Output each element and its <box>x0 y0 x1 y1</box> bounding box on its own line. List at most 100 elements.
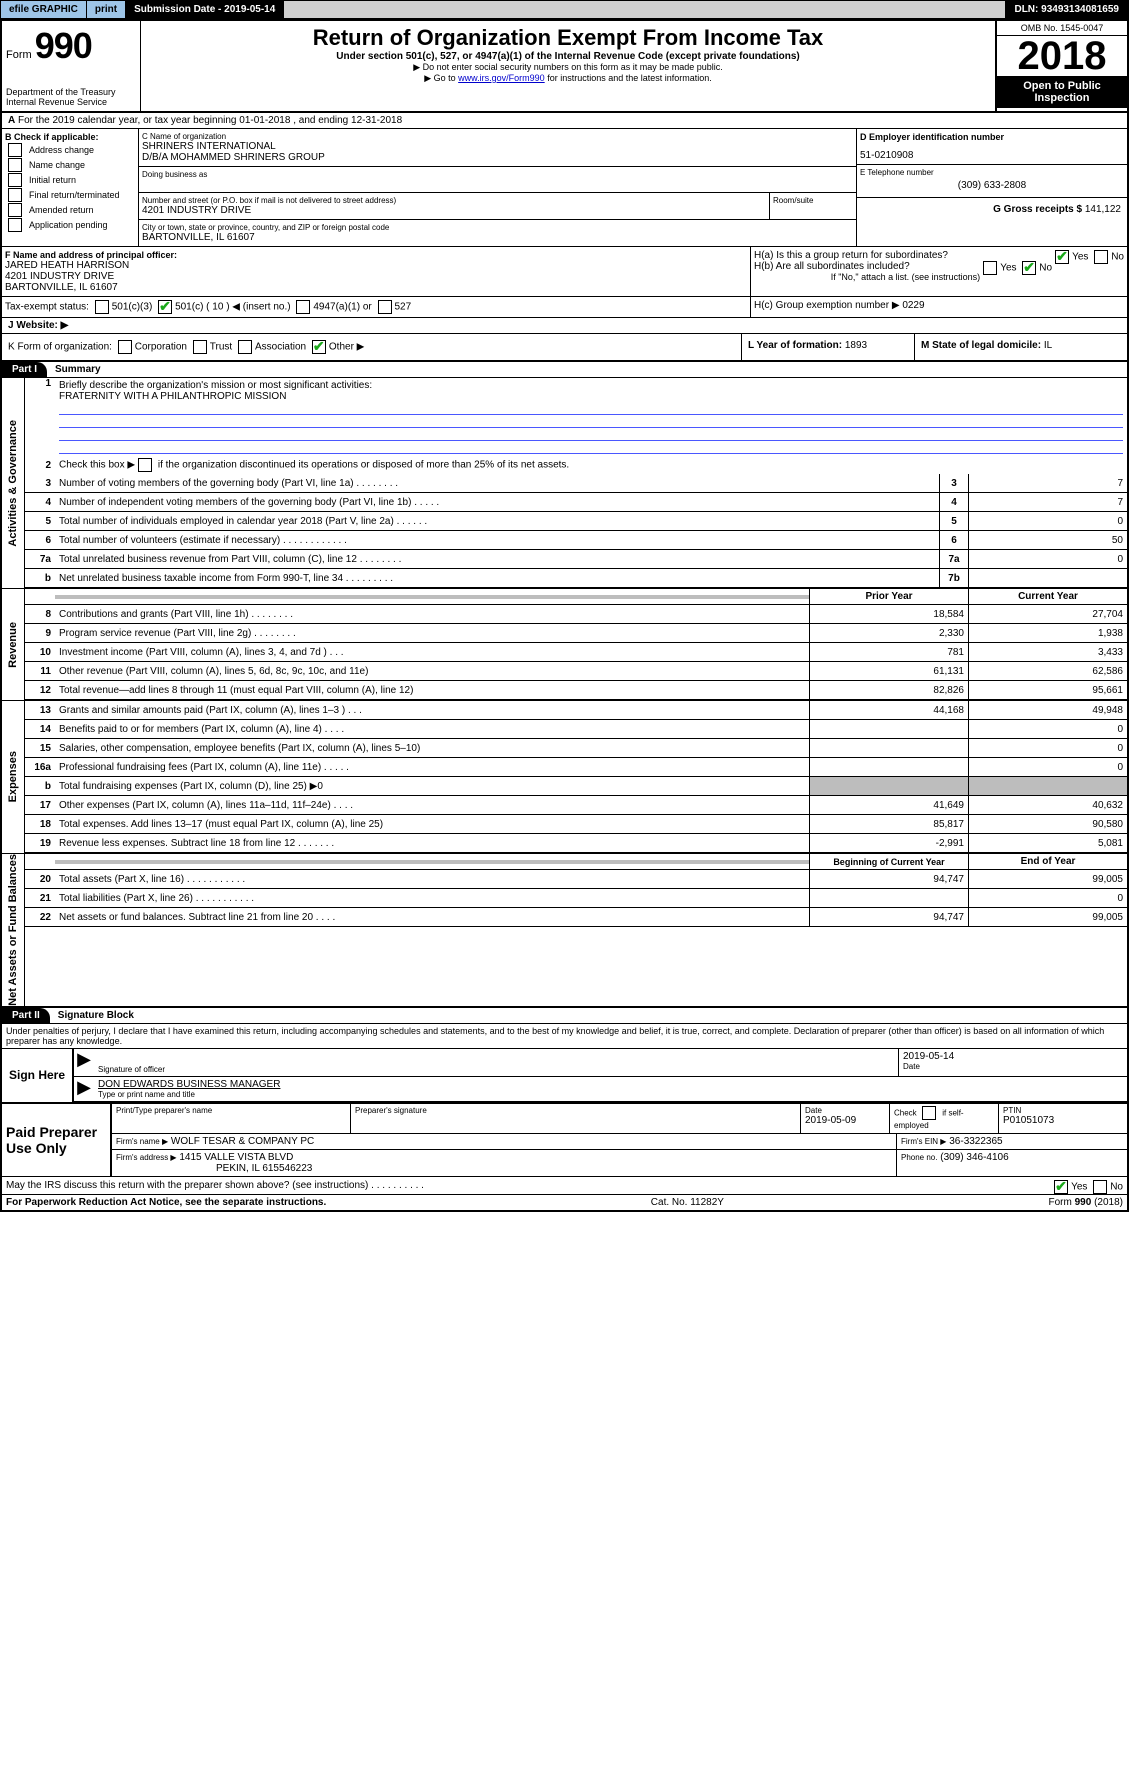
addr-lbl: Number and street (or P.O. box if mail i… <box>142 196 766 205</box>
hdr-current: Current Year <box>968 589 1127 604</box>
open-public: Open to Public Inspection <box>997 76 1127 108</box>
foot-left: For Paperwork Reduction Act Notice, see … <box>6 1197 326 1208</box>
row-a-period: A For the 2019 calendar year, or tax yea… <box>2 113 1127 129</box>
efile-link[interactable]: efile GRAPHIC <box>1 1 87 18</box>
ein-val: 51-0210908 <box>860 150 1124 161</box>
sign-arrow2: ▶ <box>74 1077 94 1101</box>
cb-selfemp[interactable] <box>922 1106 936 1120</box>
cb-501c3[interactable] <box>95 300 109 314</box>
r7a-val: 0 <box>968 550 1127 568</box>
org-name2: D/B/A MOHAMMED SHRINERS GROUP <box>142 152 853 163</box>
city-lbl: City or town, state or province, country… <box>142 223 853 232</box>
firm-ein: 36-3322365 <box>949 1136 1002 1147</box>
officer-addr: 4201 INDUSTRY DRIVE <box>5 271 747 282</box>
declaration: Under penalties of perjury, I declare th… <box>2 1024 1127 1049</box>
block-bcde: B Check if applicable: Address change Na… <box>2 129 1127 247</box>
form-number: Form 990 <box>6 25 136 67</box>
print-link[interactable]: print <box>87 1 126 18</box>
part1-header: Part I Summary <box>2 362 1127 378</box>
hc-row: H(c) Group exemption number ▶ 0229 <box>751 297 1127 317</box>
ptin: P01051073 <box>1003 1115 1123 1126</box>
part1-tab: Part I <box>2 362 47 377</box>
footer: For Paperwork Reduction Act Notice, see … <box>2 1194 1127 1210</box>
g-row: G Gross receipts $ 141,122 <box>857 198 1127 221</box>
form-outer: Form 990 Department of the Treasury Inte… <box>0 19 1129 1212</box>
r5-val: 0 <box>968 512 1127 530</box>
officer-city: BARTONVILLE, IL 61607 <box>5 282 747 293</box>
col-de: D Employer identification number 51-0210… <box>856 129 1127 246</box>
vtab-net: Net Assets or Fund Balances <box>7 854 19 1006</box>
part2-header: Part II Signature Block <box>2 1008 1127 1024</box>
f-lbl: F Name and address of principal officer: <box>5 250 747 260</box>
sign-here: Sign Here <box>2 1049 72 1102</box>
form-sub1: Under section 501(c), 527, or 4947(a)(1)… <box>145 51 991 62</box>
cb-amended[interactable] <box>8 203 22 217</box>
cb-corp[interactable] <box>118 340 132 354</box>
cb-other[interactable] <box>312 340 326 354</box>
row-fh: F Name and address of principal officer:… <box>2 247 1127 297</box>
r1-desc: Briefly describe the organization's miss… <box>59 380 1123 391</box>
cb-final[interactable] <box>8 188 22 202</box>
form-sub3: ▶ Go to www.irs.gov/Form990 for instruct… <box>145 73 991 84</box>
section-revenue: Revenue Prior YearCurrent Year 8Contribu… <box>2 589 1127 701</box>
cb-assoc[interactable] <box>238 340 252 354</box>
prep-date: 2019-05-09 <box>805 1115 885 1126</box>
i-row: Tax-exempt status: 501(c)(3) 501(c) ( 10… <box>2 297 751 317</box>
ha-no[interactable] <box>1094 250 1108 264</box>
hb-yes[interactable] <box>983 261 997 275</box>
ha-yes[interactable] <box>1055 250 1069 264</box>
col-b: B Check if applicable: Address change Na… <box>2 129 139 246</box>
section-governance: Activities & Governance 1 Briefly descri… <box>2 378 1127 589</box>
officer-printed: DON EDWARDS BUSINESS MANAGER <box>98 1079 1123 1090</box>
firm-addr: 1415 VALLE VISTA BLVD <box>179 1152 293 1163</box>
sign-block: Sign Here ▶ Signature of officer 2019-05… <box>2 1049 1127 1102</box>
r1-text: FRATERNITY WITH A PHILANTHROPIC MISSION <box>59 391 1123 402</box>
tax-year: 2018 <box>997 36 1127 76</box>
sig-date: 2019-05-14 <box>903 1051 1123 1062</box>
hb-no[interactable] <box>1022 261 1036 275</box>
cb-pending[interactable] <box>8 218 22 232</box>
cb-name[interactable] <box>8 158 22 172</box>
row-klm: K Form of organization: Corporation Trus… <box>2 334 1127 362</box>
paid-label: Paid Preparer Use Only <box>2 1104 110 1176</box>
hb-note: If "No," attach a list. (see instruction… <box>754 272 1124 282</box>
discuss-no[interactable] <box>1093 1180 1107 1194</box>
m-row: M State of legal domicile: IL <box>915 334 1127 360</box>
dba-lbl: Doing business as <box>142 170 853 179</box>
addr-val: 4201 INDUSTRY DRIVE <box>142 205 766 216</box>
d-lbl: D Employer identification number <box>860 132 1124 142</box>
hdr-prior: Prior Year <box>809 589 968 604</box>
cb-initial[interactable] <box>8 173 22 187</box>
form990-link[interactable]: www.irs.gov/Form990 <box>458 73 545 83</box>
cb-527[interactable] <box>378 300 392 314</box>
city-val: BARTONVILLE, IL 61607 <box>142 232 853 243</box>
firm-city: PEKIN, IL 615546223 <box>216 1163 312 1174</box>
firm-phone: (309) 346-4106 <box>940 1152 1008 1163</box>
section-netassets: Net Assets or Fund Balances Beginning of… <box>2 854 1127 1008</box>
cb-discontinued[interactable] <box>138 458 152 472</box>
discuss-yes[interactable] <box>1054 1180 1068 1194</box>
foot-cat: Cat. No. 11282Y <box>651 1197 724 1208</box>
sign-arrow1: ▶ <box>74 1049 94 1076</box>
form-header: Form 990 Department of the Treasury Inte… <box>2 21 1127 113</box>
part2-tab: Part II <box>2 1008 50 1023</box>
spacer <box>284 1 1006 18</box>
dept-label: Department of the Treasury Internal Reve… <box>6 87 136 107</box>
cb-trust[interactable] <box>193 340 207 354</box>
part1-title: Summary <box>47 364 101 375</box>
k-row: K Form of organization: Corporation Trus… <box>2 334 742 360</box>
cb-501c[interactable] <box>158 300 172 314</box>
paid-preparer: Paid Preparer Use Only Print/Type prepar… <box>2 1102 1127 1176</box>
form-sub2: ▶ Do not enter social security numbers o… <box>145 62 991 73</box>
cb-4947[interactable] <box>296 300 310 314</box>
firm-name: WOLF TESAR & COMPANY PC <box>171 1136 314 1147</box>
j-row: J Website: ▶ <box>2 318 1127 334</box>
vtab-rev: Revenue <box>7 622 19 668</box>
form-title: Return of Organization Exempt From Incom… <box>145 25 991 51</box>
dln: DLN: 93493134081659 <box>1006 1 1128 18</box>
discuss-row: May the IRS discuss this return with the… <box>2 1176 1127 1194</box>
row-ij: Tax-exempt status: 501(c)(3) 501(c) ( 10… <box>2 297 1127 318</box>
sig-officer-lbl: Signature of officer <box>98 1065 894 1074</box>
cb-address[interactable] <box>8 143 22 157</box>
b-label: B Check if applicable: <box>5 132 135 142</box>
